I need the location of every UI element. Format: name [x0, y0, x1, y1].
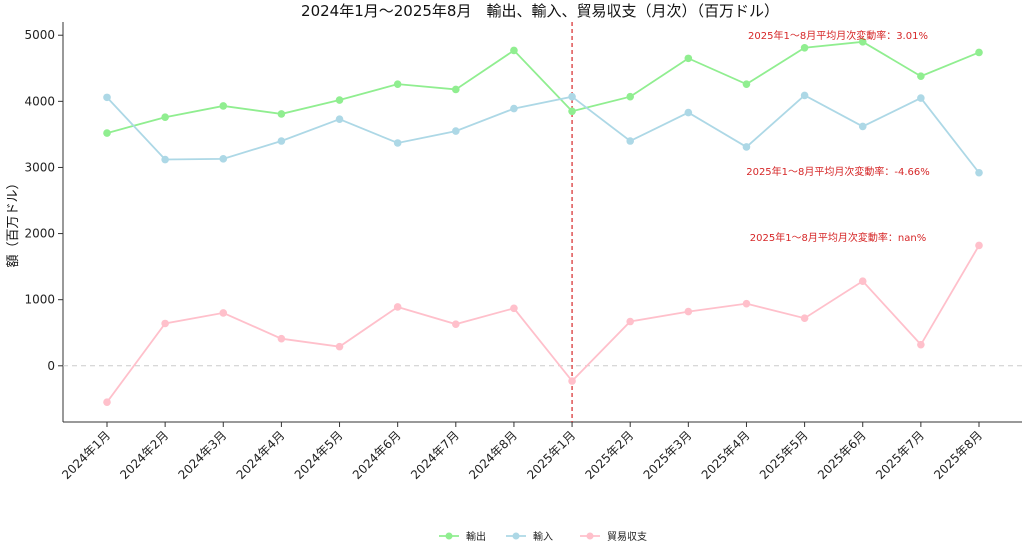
x-tick-label: 2024年5月	[292, 428, 346, 482]
data-point	[277, 110, 286, 118]
data-point	[800, 91, 809, 100]
x-tick-label: 2025年1月	[524, 428, 578, 482]
series-line	[106, 94, 980, 174]
data-point	[219, 155, 228, 163]
legend-label: 貿易収支	[607, 531, 647, 543]
data-point	[277, 137, 286, 145]
data-point	[684, 307, 693, 316]
data-point	[800, 314, 809, 322]
data-point	[335, 342, 344, 351]
x-tick-label: 2025年5月	[757, 428, 811, 482]
y-tick-label: 5000	[24, 28, 55, 42]
data-point	[510, 104, 518, 113]
legend-item: 貿易収支	[580, 531, 647, 543]
x-tick-label: 2025年3月	[641, 428, 695, 482]
data-point	[452, 320, 460, 328]
data-point	[626, 317, 634, 326]
y-tick-label: 4000	[24, 94, 55, 108]
legend-item: 輸入	[506, 530, 553, 543]
data-point	[452, 127, 460, 135]
data-point	[684, 54, 693, 63]
data-point	[393, 139, 402, 147]
data-point	[975, 168, 983, 177]
x-tick-label: 2025年8月	[931, 428, 985, 482]
data-point	[800, 43, 809, 52]
x-tick-label: 2024年3月	[176, 428, 230, 482]
data-point	[684, 108, 693, 117]
x-tick-label: 2024年7月	[408, 428, 462, 482]
data-point	[161, 319, 169, 328]
x-tick-label: 2025年6月	[815, 428, 869, 482]
x-tick-label: 2025年4月	[699, 428, 753, 482]
x-tick-label: 2024年6月	[350, 428, 404, 482]
series-2	[103, 241, 983, 406]
y-tick-label: 0	[47, 359, 55, 373]
data-point	[975, 48, 983, 57]
y-tick-label: 2000	[24, 227, 55, 241]
data-point	[742, 80, 751, 88]
series-layer	[103, 38, 983, 406]
data-point	[161, 155, 169, 164]
data-point	[393, 80, 402, 88]
chart-title: 2024年1月～2025年8月 輸出、輸入、貿易収支（月次）（百万ドル）	[301, 2, 779, 20]
data-point	[568, 92, 576, 101]
legend: 輸出 輸入 貿易収支	[439, 530, 647, 543]
annotation-text: 2025年1～8月平均月次変動率：3.01%	[748, 29, 928, 42]
data-point	[858, 122, 867, 131]
data-point	[277, 334, 286, 343]
legend-item: 輸出	[439, 530, 486, 543]
data-point	[219, 309, 228, 317]
legend-swatch-marker	[586, 532, 594, 540]
data-point	[917, 94, 925, 102]
annotations: 2025年1～8月平均月次変動率：3.01% 2025年1～8月平均月次変動率：-…	[746, 29, 930, 244]
x-tick-label: 2024年8月	[466, 428, 520, 482]
data-point	[103, 93, 111, 102]
x-tick-label: 2025年2月	[582, 428, 636, 482]
data-point	[975, 241, 983, 250]
x-tick-label: 2024年2月	[117, 428, 171, 482]
data-point	[103, 129, 111, 137]
data-point	[161, 113, 169, 122]
data-point	[858, 38, 867, 46]
data-point	[917, 72, 925, 81]
data-point	[626, 92, 634, 101]
annotation-text: 2025年1～8月平均月次変動率：nan%	[750, 231, 926, 244]
y-tick-label: 3000	[24, 160, 55, 174]
series-1	[103, 91, 983, 177]
legend-swatch-marker	[445, 532, 453, 540]
series-line	[106, 40, 980, 134]
data-point	[742, 143, 751, 151]
legend-label: 輸出	[466, 530, 486, 543]
annotation-text: 2025年1～8月平均月次変動率：-4.66%	[746, 165, 930, 178]
data-point	[510, 304, 518, 313]
y-tick-label: 1000	[24, 293, 55, 307]
x-tick-label: 2024年4月	[234, 428, 288, 482]
data-point	[452, 85, 460, 94]
data-point	[510, 46, 518, 55]
legend-swatch-marker	[512, 532, 520, 540]
data-point	[393, 303, 402, 311]
y-axis-label: 額（百万ドル）	[6, 176, 21, 267]
data-point	[858, 277, 867, 285]
x-tick-label: 2025年7月	[873, 428, 927, 482]
x-tick-label: 2024年1月	[59, 428, 113, 482]
data-point	[568, 377, 576, 385]
data-point	[568, 107, 576, 116]
data-point	[742, 299, 751, 308]
series-0	[103, 38, 983, 137]
data-point	[335, 115, 344, 123]
data-point	[103, 398, 111, 406]
series-line	[106, 245, 980, 403]
data-point	[335, 96, 344, 104]
data-point	[917, 340, 925, 349]
legend-label: 輸入	[533, 530, 553, 543]
data-point	[219, 102, 228, 110]
data-point	[626, 137, 634, 145]
